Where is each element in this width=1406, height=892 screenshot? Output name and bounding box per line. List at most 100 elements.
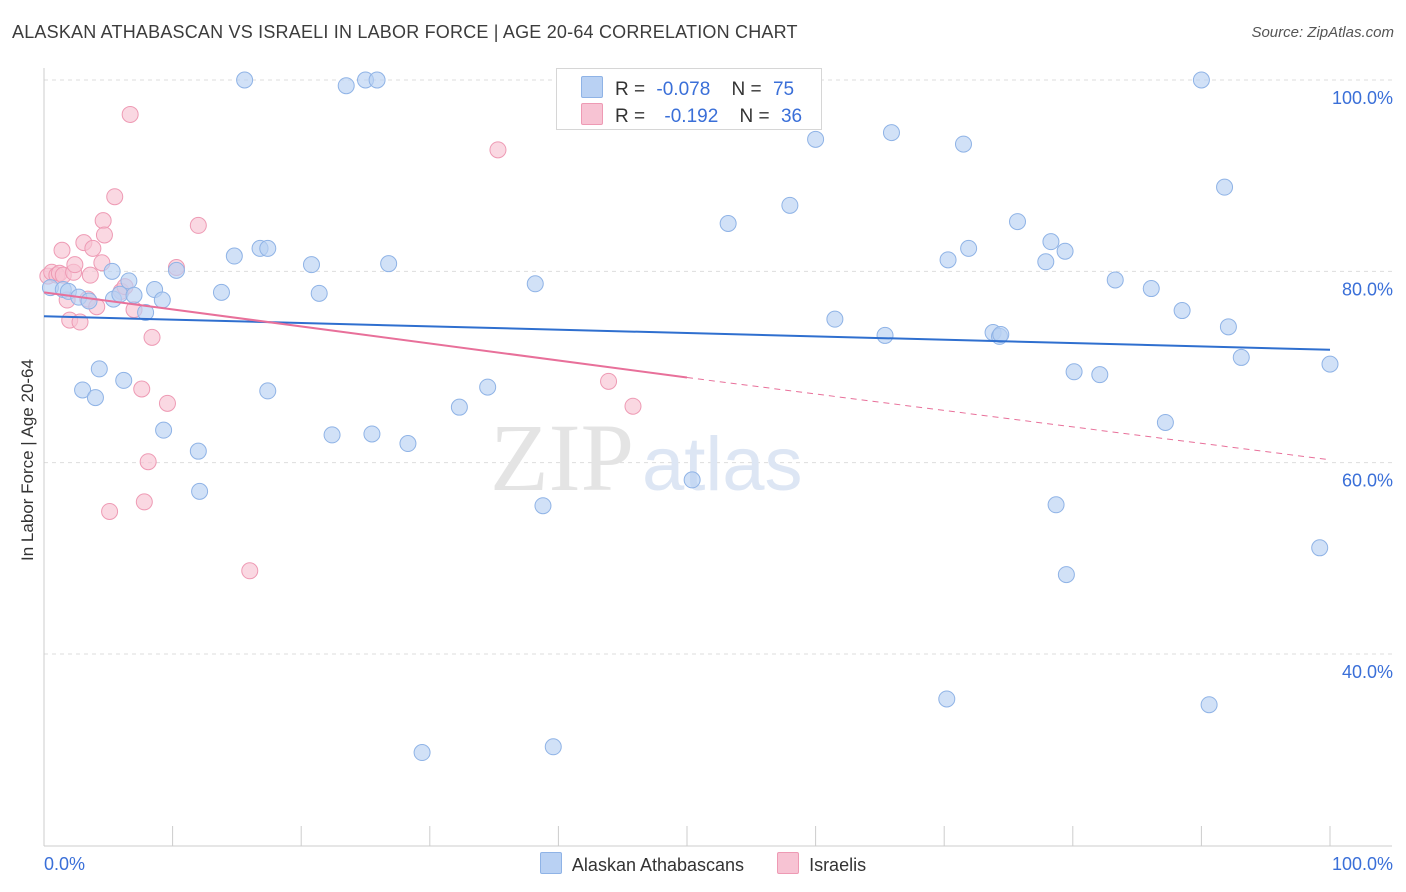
point-israeli [135,493,153,511]
point-israeli [81,266,99,284]
y-tick-label: 100.0% [1332,88,1393,108]
point-alaskan-athabascan [413,744,431,762]
point-alaskan-athabascan [137,303,155,321]
point-alaskan-athabascan [1216,178,1234,196]
legend-n-label: N = [731,79,762,100]
point-israeli [143,328,161,346]
point-alaskan-athabascan [1057,566,1075,584]
point-israeli [241,562,259,580]
point-israeli [189,216,207,234]
point-israeli [489,141,507,159]
legend-swatch-blue [581,76,603,98]
legend-r-label: R = [615,106,646,127]
point-israeli [101,502,119,520]
point-israeli [66,256,84,274]
point-alaskan-athabascan [90,360,108,378]
point-alaskan-athabascan [1056,242,1074,260]
point-alaskan-athabascan [1232,348,1250,366]
points-alaskan-athabascans [41,71,1339,762]
point-alaskan-athabascan [1200,696,1218,714]
point-alaskan-athabascan [153,291,171,309]
legend-n-value: 36 [780,106,803,127]
trend-lines [43,291,1331,461]
point-alaskan-athabascan [111,285,129,303]
point-alaskan-athabascan [992,325,1010,343]
point-alaskan-athabascan [1009,213,1027,231]
point-alaskan-athabascan [115,371,133,389]
point-alaskan-athabascan [450,398,468,416]
legend-swatch-pink [777,852,800,874]
legend-r-label: R = [615,79,646,100]
point-alaskan-athabascan [1037,253,1055,271]
point-alaskan-athabascan [86,389,104,407]
point-israeli [121,105,139,123]
point-israeli [600,372,618,390]
correlation-legend: R = -0.078 N = 75 R = -0.192 N = 36 [556,68,822,130]
point-alaskan-athabascan [74,381,92,399]
watermark-zip: ZIP [490,404,634,511]
legend-n-value: 75 [772,79,795,100]
x-tick-label: 0.0% [44,854,85,874]
point-alaskan-athabascan [876,326,894,344]
point-alaskan-athabascan [212,283,230,301]
point-alaskan-athabascan [939,251,957,269]
series-legend: Alaskan Athabascans Israelis [0,852,1406,876]
point-alaskan-athabascan [1321,355,1339,373]
point-alaskan-athabascan [954,135,972,153]
point-alaskan-athabascan [544,738,562,756]
point-alaskan-athabascan [125,286,143,304]
x-tick-label: 100.0% [1332,854,1393,874]
point-alaskan-athabascan [363,425,381,443]
point-alaskan-athabascan [155,421,173,439]
point-israeli [139,453,157,471]
point-alaskan-athabascan [1156,413,1174,431]
legend-item-alaskan-athabascans[interactable]: Alaskan Athabascans [539,852,745,876]
watermark: ZIP atlas [490,404,803,511]
point-alaskan-athabascan [368,71,386,89]
point-israeli [106,188,124,206]
point-israeli [94,212,112,230]
point-alaskan-athabascan [1091,366,1109,384]
y-tick-label: 40.0% [1342,662,1393,682]
point-alaskan-athabascan [479,378,497,396]
legend-r-value: -0.078 [656,79,711,100]
point-israeli [95,226,113,244]
point-alaskan-athabascan [960,239,978,257]
point-israeli [133,380,151,398]
point-alaskan-athabascan [225,247,243,265]
point-israeli [53,241,71,259]
legend-label: Alaskan Athabascans [571,855,745,875]
y-tick-label: 60.0% [1342,471,1393,491]
chart-title: ALASKAN ATHABASCAN VS ISRAELI IN LABOR F… [12,22,798,42]
legend-swatch-pink [581,103,603,125]
point-alaskan-athabascan [103,262,121,280]
point-alaskan-athabascan [191,482,209,500]
point-alaskan-athabascan [526,275,544,293]
point-israeli [624,397,642,415]
point-alaskan-athabascan [337,77,355,95]
point-israeli [84,239,102,257]
trend-line-blue [43,315,1331,351]
point-alaskan-athabascan [302,256,320,274]
point-alaskan-athabascan [826,310,844,328]
legend-label: Israelis [809,855,867,875]
legend-r-value: -0.192 [664,106,719,127]
point-alaskan-athabascan [1142,280,1160,298]
legend-item-israelis[interactable]: Israelis [777,852,866,876]
point-alaskan-athabascan [323,426,341,444]
point-alaskan-athabascan [236,71,254,89]
point-alaskan-athabascan [380,255,398,273]
source-label: Source: ZipAtlas.com [1251,24,1394,41]
point-alaskan-athabascan [1311,539,1329,557]
point-alaskan-athabascan [120,272,138,290]
point-alaskan-athabascan [1106,271,1124,289]
y-tick-label: 80.0% [1342,279,1393,299]
point-alaskan-athabascan [534,497,552,515]
watermark-atlas: atlas [642,422,803,507]
point-alaskan-athabascan [259,239,277,257]
point-alaskan-athabascan [189,442,207,460]
legend-swatch-blue [539,852,562,874]
point-alaskan-athabascan [310,284,328,302]
point-alaskan-athabascan [1192,71,1210,89]
tick-labels: 100.0% 80.0% 60.0% 40.0% 0.0% 100.0% [44,88,1393,874]
